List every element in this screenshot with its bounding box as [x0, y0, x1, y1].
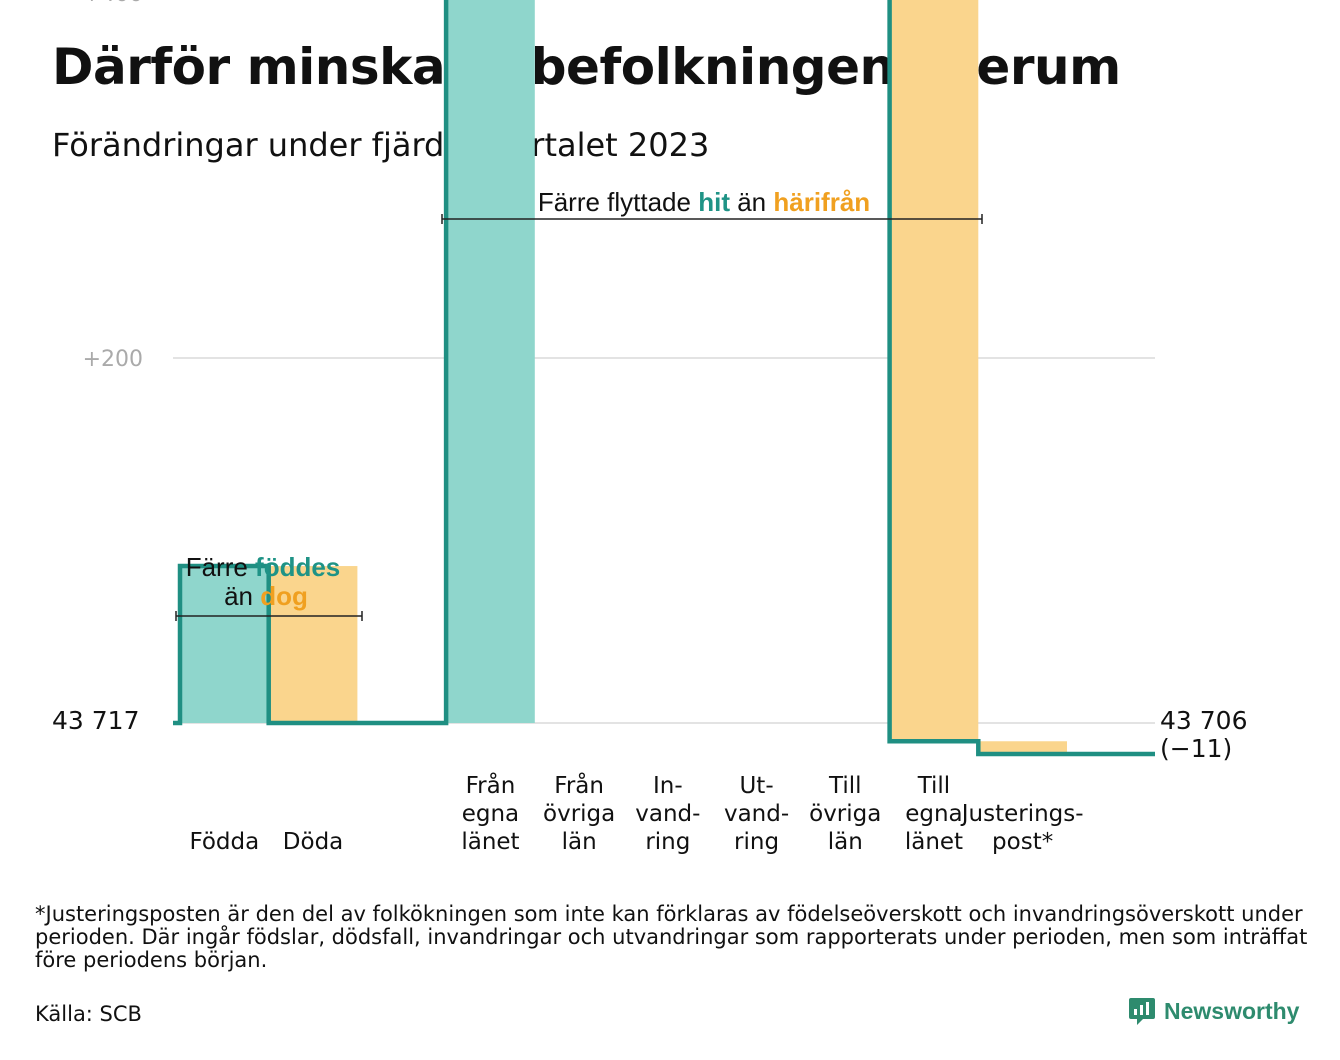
cumulative-step-line — [173, 0, 1155, 757]
x-category-label: Till egna länet — [905, 773, 963, 855]
waterfall-bar — [268, 566, 358, 723]
source-note: Källa: SCB — [35, 1002, 142, 1026]
chart-subtitle: Förändringar under fjärde kvartalet 2023 — [52, 126, 710, 164]
waterfall-bar — [446, 0, 535, 724]
x-category-label: Från egna länet — [461, 771, 519, 855]
waterfall-bar — [180, 566, 269, 723]
newsworthy-logo-text: Newsworthy — [1164, 998, 1300, 1024]
y-tick-label: +200 — [83, 347, 143, 372]
x-category-label: In-vand-ring — [635, 773, 700, 855]
births-deaths-annotation-line2: än dog — [224, 581, 308, 611]
start-value-label: 43 717 — [52, 706, 139, 735]
end-value-label: 43 706 — [1160, 706, 1247, 735]
x-category-label: Från övriga län — [543, 771, 615, 855]
x-category-label: Födda — [189, 829, 259, 855]
waterfall-bar — [978, 741, 1067, 755]
end-change-label: (−11) — [1160, 734, 1232, 763]
migration-bracket — [441, 214, 983, 224]
newsworthy-icon — [1129, 998, 1155, 1025]
x-category-label: Till övriga län — [809, 773, 881, 855]
x-category-label: Ut-vand-ring — [724, 773, 789, 855]
x-category-label: Justerings-post* — [960, 801, 1084, 855]
waterfall-bar — [889, 0, 979, 742]
births-deaths-annotation-line1: Färre föddes — [186, 552, 341, 582]
footnote: *Justeringsposten är den del av folkökni… — [35, 902, 1308, 972]
births-deaths-bracket — [175, 611, 363, 621]
x-category-label: Döda — [283, 829, 343, 855]
migration-annotation: Färre flyttade hit än härifrån — [538, 187, 870, 217]
y-tick-label: +400 — [83, 0, 143, 7]
